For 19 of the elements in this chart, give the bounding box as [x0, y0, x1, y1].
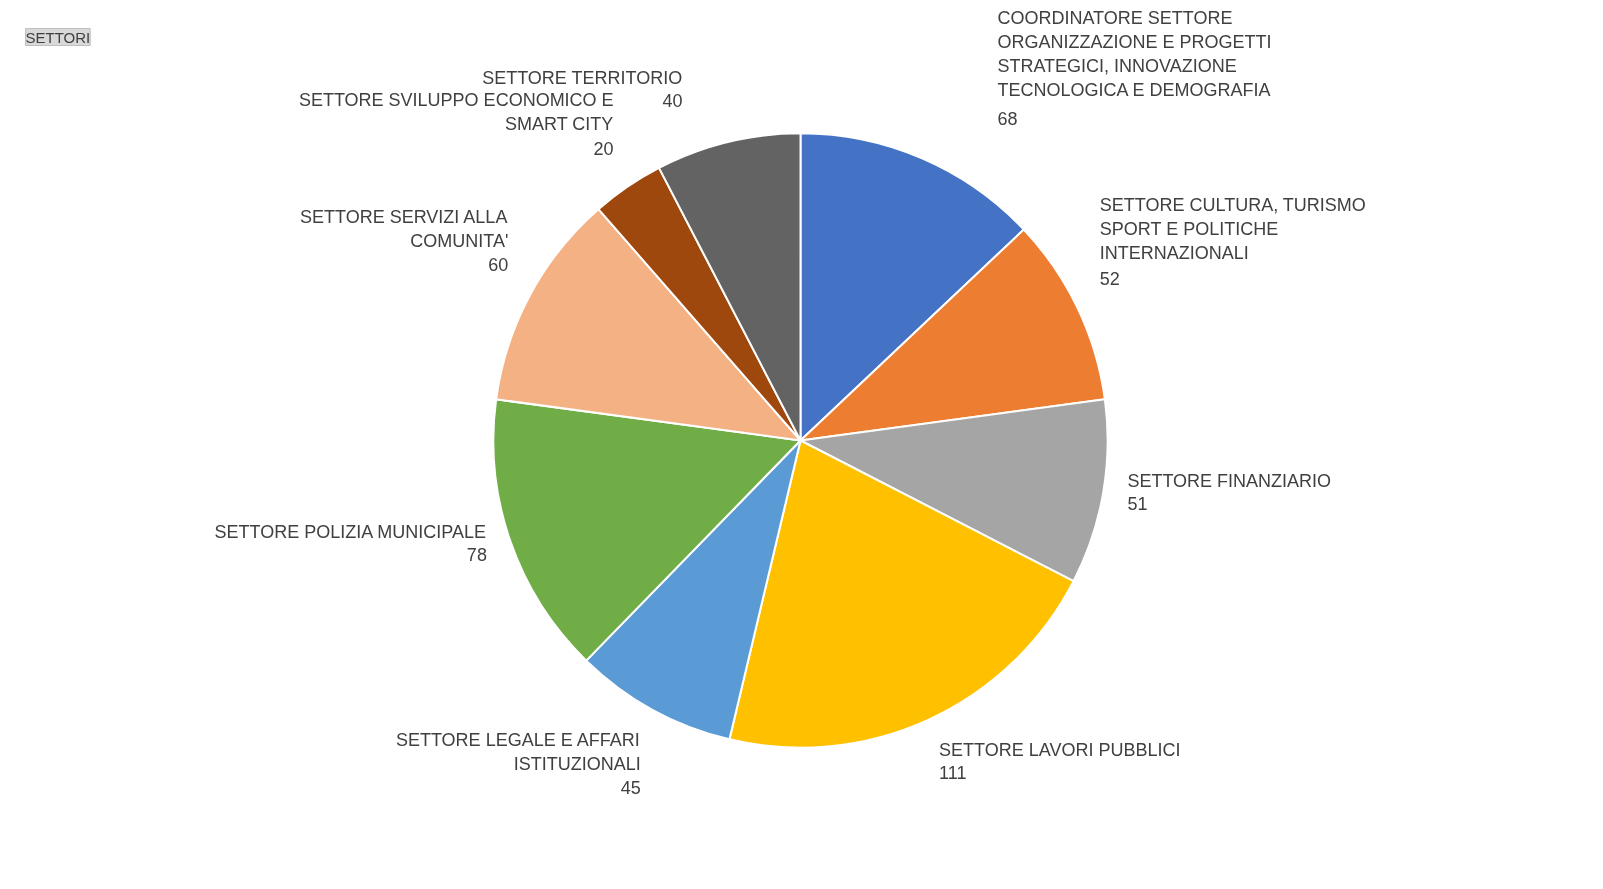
data-label: 78: [466, 545, 487, 566]
data-label: 111: [939, 763, 967, 784]
slice-label: SETTORE CULTURA, TURISMO SPORT E POLITICHE INTERNAZIONALI: [1099, 194, 1366, 263]
slice-label: SETTORE POLIZIA MUNICIPALE: [214, 522, 486, 543]
text: SETTORI: [25, 28, 91, 46]
data-label: 40: [662, 91, 683, 112]
slice-label: SETTORE TERRITORIO: [482, 68, 683, 89]
data-label: 68: [997, 108, 1018, 129]
data-label: 45: [620, 778, 641, 799]
slice-label: SETTORE SERVIZI ALLA COMUNITA': [299, 206, 509, 251]
data-label: 60: [488, 255, 509, 276]
data-label: 52: [1099, 269, 1120, 290]
data-label: 51: [1127, 493, 1148, 514]
data-label: 20: [593, 139, 614, 160]
slice-label: SETTORE SVILUPPO ECONOMICO E SMART CITY: [298, 90, 614, 135]
slice-label: SETTORE FINANZIARIO: [1127, 470, 1332, 491]
slice-label: SETTORE LEGALE E AFFARI ISTITUZIONALI: [395, 729, 641, 774]
slice-label: SETTORE LAVORI PUBBLICI: [939, 740, 1181, 761]
slice-label: COORDINATORE SETTORE ORGANIZZAZIONE E PROGETTI STRATEGICI, INNOVAZIONE TECNOLOGICA E DEMOGRAFIA: [997, 8, 1272, 101]
